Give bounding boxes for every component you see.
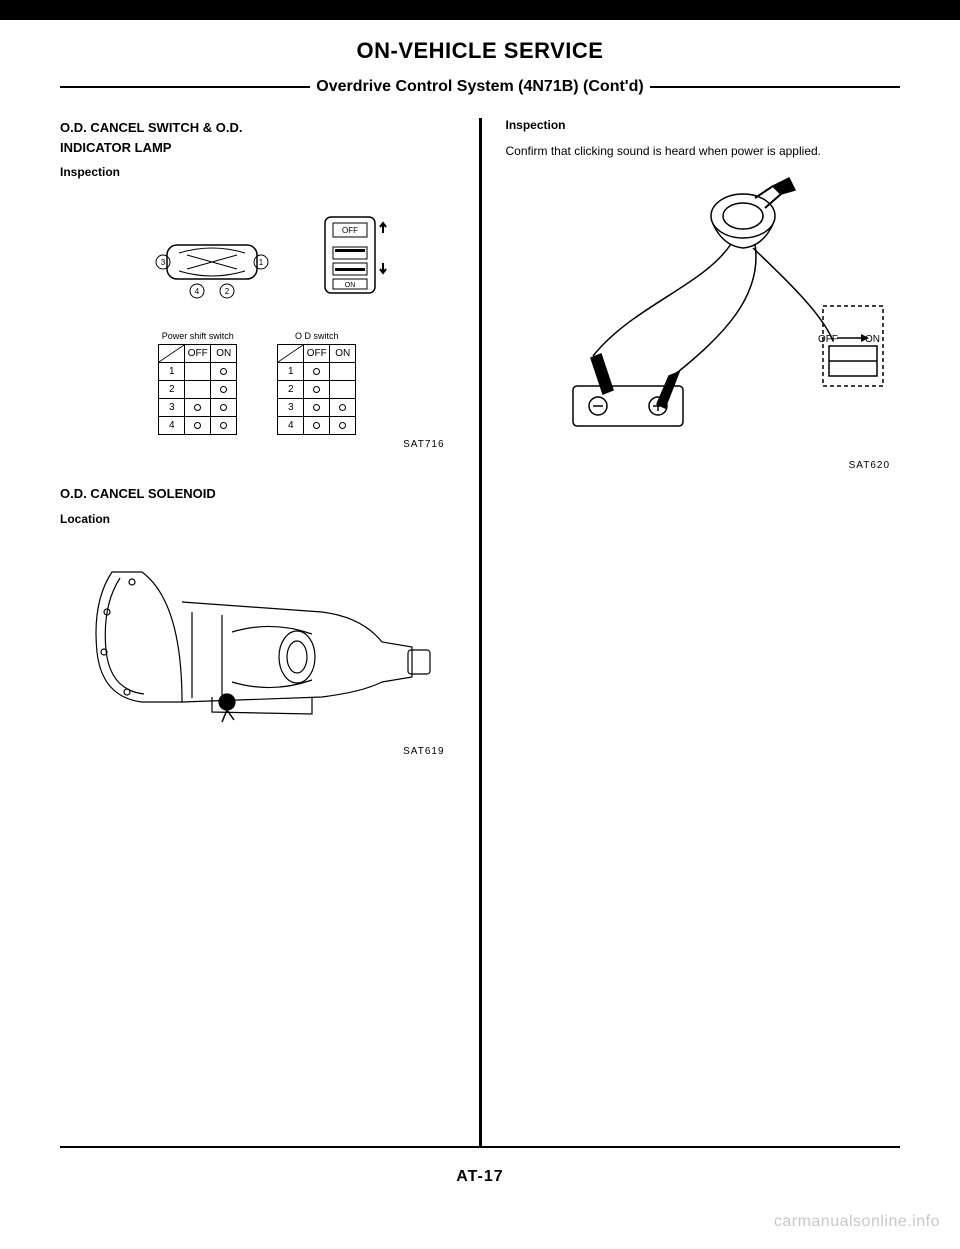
location-label: Location xyxy=(60,512,455,526)
svg-text:4: 4 xyxy=(195,287,200,296)
truth-tables: Power shift switch OFFON 1 2 3 4 O D swi… xyxy=(60,331,455,435)
od-switch-table: OFFON 1 2 3 4 xyxy=(277,344,356,435)
svg-text:OFF: OFF xyxy=(818,334,838,345)
heading-line2: INDICATOR LAMP xyxy=(60,140,171,155)
inspection-label-right: Inspection xyxy=(506,118,901,132)
two-column-layout: O.D. CANCEL SWITCH & O.D. INDICATOR LAMP… xyxy=(60,118,900,1148)
switch-schematic-icon: 3 1 4 2 OFF ON xyxy=(107,195,407,325)
figure3-caption: SAT620 xyxy=(506,460,901,471)
svg-text:1: 1 xyxy=(259,258,264,267)
figure-switch-diagram: 3 1 4 2 OFF ON xyxy=(60,195,455,450)
subtitle: Overdrive Control System (4N71B) (Cont'd… xyxy=(310,78,649,96)
page-number: AT-17 xyxy=(60,1168,900,1186)
inspection-body-text: Confirm that clicking sound is heard whe… xyxy=(506,142,901,160)
power-shift-label: Power shift switch xyxy=(158,331,237,341)
transmission-icon xyxy=(72,542,442,742)
figure2-caption: SAT619 xyxy=(60,746,455,757)
figure1-caption: SAT716 xyxy=(60,439,455,450)
inspection-label-left: Inspection xyxy=(60,165,455,179)
svg-text:OFF: OFF xyxy=(342,226,358,235)
od-cancel-solenoid-heading: O.D. CANCEL SOLENOID xyxy=(60,484,455,504)
left-column: O.D. CANCEL SWITCH & O.D. INDICATOR LAMP… xyxy=(60,118,479,1146)
svg-text:3: 3 xyxy=(161,258,166,267)
top-black-bar xyxy=(0,0,960,20)
svg-text:ON: ON xyxy=(345,282,356,289)
right-column: Inspection Confirm that clicking sound i… xyxy=(482,118,901,1146)
od-switch-label: O D switch xyxy=(277,331,356,341)
svg-text:2: 2 xyxy=(225,287,230,296)
power-shift-table-block: Power shift switch OFFON 1 2 3 4 xyxy=(158,331,237,435)
page-title: ON-VEHICLE SERVICE xyxy=(60,38,900,64)
solenoid-test-icon: OFF ON xyxy=(513,176,893,456)
figure-solenoid-test: OFF ON SAT620 xyxy=(506,176,901,471)
rule-left xyxy=(60,86,310,88)
figure-transmission: SAT619 xyxy=(60,542,455,757)
subtitle-row: Overdrive Control System (4N71B) (Cont'd… xyxy=(60,78,900,96)
page-content: ON-VEHICLE SERVICE Overdrive Control Sys… xyxy=(0,20,960,1186)
svg-text:ON: ON xyxy=(865,334,880,345)
rule-right xyxy=(650,86,900,88)
heading-line1: O.D. CANCEL SWITCH & O.D. xyxy=(60,120,242,135)
watermark: carmanualsonline.info xyxy=(774,1213,940,1231)
power-shift-table: OFFON 1 2 3 4 xyxy=(158,344,237,435)
od-switch-table-block: O D switch OFFON 1 2 3 4 xyxy=(277,331,356,435)
od-cancel-switch-heading: O.D. CANCEL SWITCH & O.D. INDICATOR LAMP xyxy=(60,118,455,157)
